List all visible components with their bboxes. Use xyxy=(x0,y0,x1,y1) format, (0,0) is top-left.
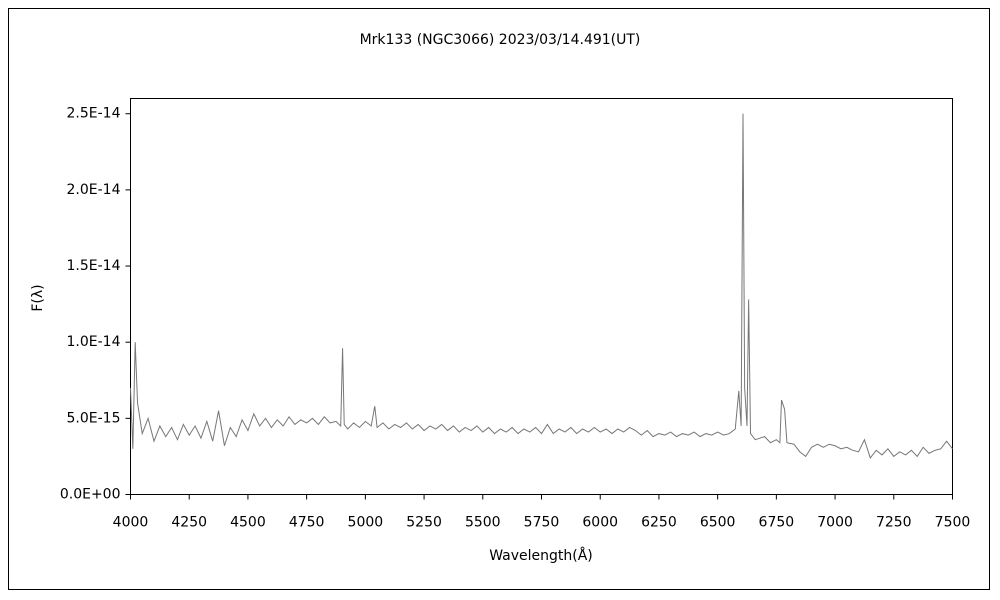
x-tick-label: 4750 xyxy=(289,515,325,531)
x-tick-label: 4500 xyxy=(230,515,266,531)
chart-title: Mrk133 (NGC3066) 2023/03/14.491(UT) xyxy=(360,32,641,48)
x-tick-label: 7500 xyxy=(935,515,971,531)
x-tick-label: 4250 xyxy=(171,515,207,531)
x-axis-label: Wavelength(Å) xyxy=(489,547,593,564)
x-tick-label: 7000 xyxy=(817,515,853,531)
x-tick-label: 6000 xyxy=(582,515,618,531)
y-tick-label: 1.0E-14 xyxy=(67,334,121,350)
y-tick-label: 2.0E-14 xyxy=(67,182,121,198)
y-tick-label: 0.0E+00 xyxy=(60,487,121,503)
x-tick-label: 5750 xyxy=(524,515,560,531)
x-tick-label: 7250 xyxy=(876,515,912,531)
x-tick-label: 6500 xyxy=(700,515,736,531)
y-tick-label: 1.5E-14 xyxy=(67,258,121,274)
x-tick-label: 6750 xyxy=(759,515,795,531)
x-tick-label: 5250 xyxy=(406,515,442,531)
y-axis-label: F(λ) xyxy=(30,284,46,311)
plot-area xyxy=(130,98,953,495)
x-tick-label: 5500 xyxy=(465,515,501,531)
x-tick-label: 4000 xyxy=(113,515,149,531)
x-tick-label: 5000 xyxy=(348,515,384,531)
y-tick-label: 5.0E-15 xyxy=(67,410,121,426)
x-tick-label: 6250 xyxy=(641,515,677,531)
y-tick-label: 2.5E-14 xyxy=(67,106,121,122)
spectrum-line xyxy=(130,113,953,460)
